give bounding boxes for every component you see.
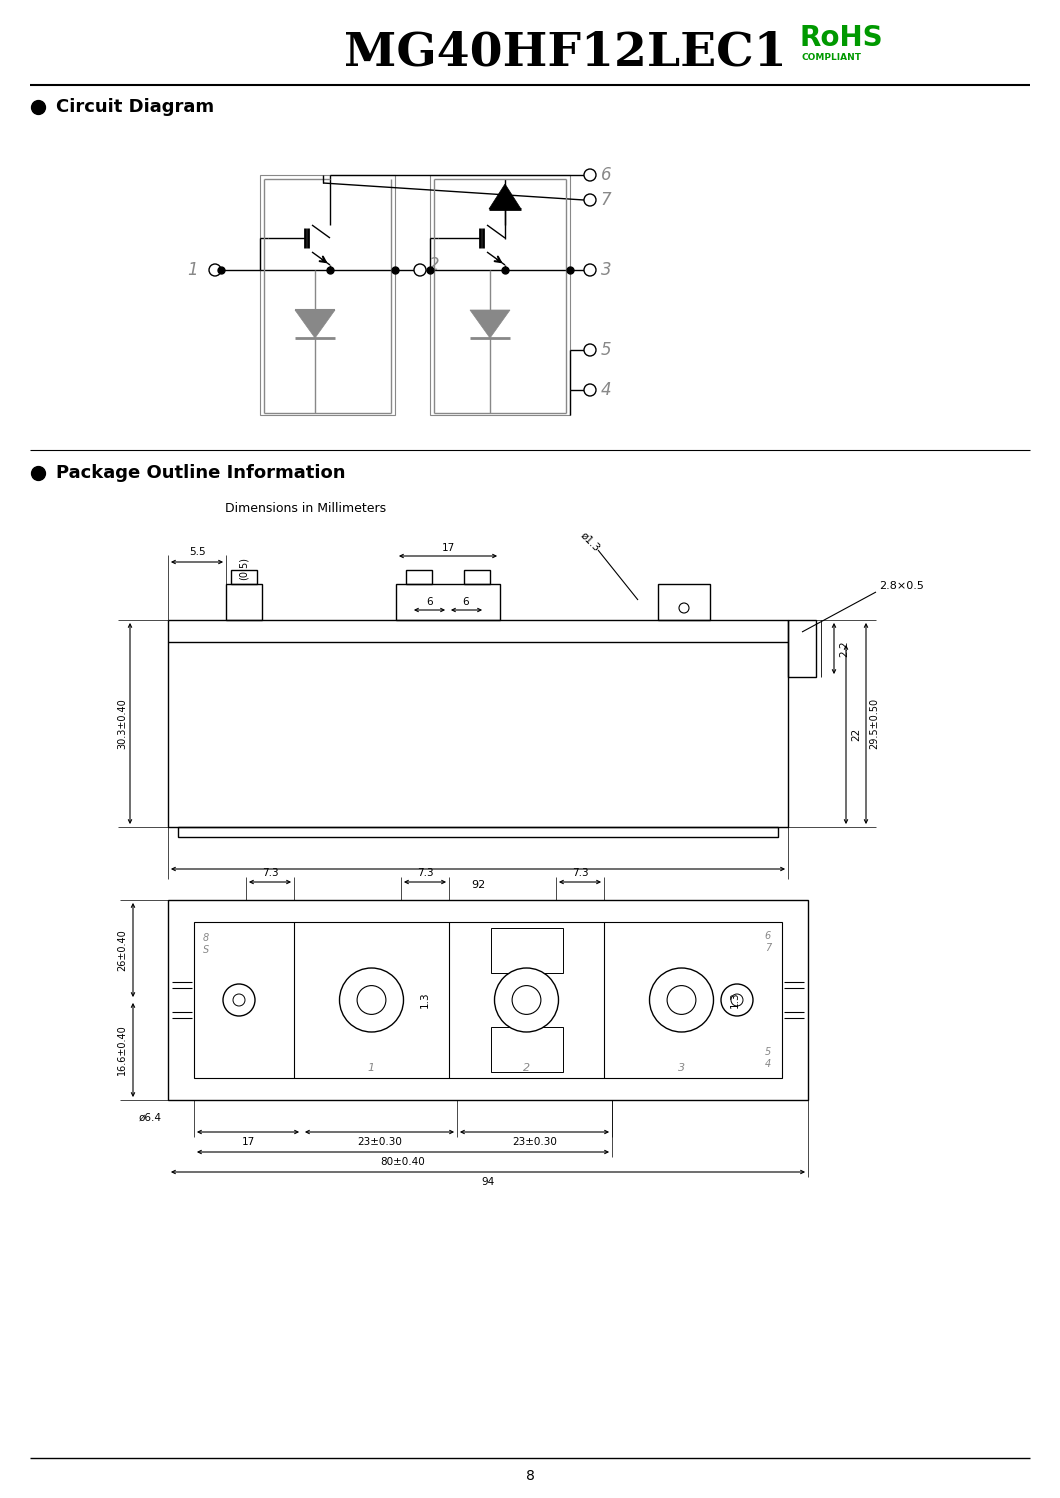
Text: 1: 1	[188, 261, 198, 279]
Circle shape	[584, 264, 596, 276]
Circle shape	[721, 984, 753, 1016]
Text: 1: 1	[368, 1064, 375, 1073]
Text: 2.2: 2.2	[840, 640, 849, 656]
Circle shape	[414, 264, 426, 276]
Text: 6: 6	[601, 166, 612, 184]
Text: COMPLIANT: COMPLIANT	[802, 54, 862, 63]
Bar	[464, 571, 490, 584]
Circle shape	[584, 169, 596, 181]
Text: (0.5): (0.5)	[238, 556, 249, 580]
Bar	[491, 1028, 563, 1073]
Bar	[167, 900, 808, 1100]
Bar	[260, 175, 395, 415]
Text: 4: 4	[765, 1059, 771, 1070]
Text: 23±0.30: 23±0.30	[357, 1137, 402, 1147]
Bar	[194, 921, 782, 1079]
Text: 94: 94	[481, 1177, 495, 1186]
Text: ø6.4: ø6.4	[139, 1113, 161, 1124]
Text: RoHS: RoHS	[800, 24, 884, 52]
Text: 92: 92	[471, 879, 485, 890]
Circle shape	[233, 995, 245, 1007]
Text: 6: 6	[765, 930, 771, 941]
Text: 29.5±0.50: 29.5±0.50	[869, 698, 879, 749]
Circle shape	[731, 995, 743, 1007]
Circle shape	[357, 986, 386, 1014]
Text: ø1.3: ø1.3	[579, 530, 602, 554]
Text: MG40HF12LEC1: MG40HF12LEC1	[343, 28, 787, 75]
Circle shape	[512, 986, 541, 1014]
Text: 5: 5	[765, 1047, 771, 1058]
Bar	[231, 571, 257, 584]
Text: 2.8×0.5: 2.8×0.5	[879, 581, 924, 592]
Text: 80±0.40: 80±0.40	[381, 1156, 425, 1167]
Text: 8: 8	[526, 1470, 534, 1483]
Text: 2: 2	[523, 1064, 530, 1073]
Circle shape	[679, 604, 689, 613]
Bar	[658, 584, 710, 620]
Circle shape	[339, 968, 404, 1032]
Text: 1.3: 1.3	[420, 992, 430, 1008]
Text: 4: 4	[601, 380, 612, 398]
Circle shape	[650, 968, 713, 1032]
Circle shape	[209, 264, 220, 276]
Polygon shape	[295, 310, 335, 339]
Bar	[430, 175, 570, 415]
Text: 22: 22	[851, 728, 861, 742]
Bar	[167, 643, 788, 827]
Text: 7: 7	[601, 192, 612, 210]
Text: 7.3: 7.3	[417, 867, 434, 878]
Text: Package Outline Information: Package Outline Information	[56, 464, 346, 482]
Circle shape	[223, 984, 255, 1016]
Text: 8: 8	[202, 933, 209, 944]
Bar	[491, 927, 563, 974]
Text: Dimensions in Millimeters: Dimensions in Millimeters	[225, 502, 386, 514]
Text: 3: 3	[601, 261, 612, 279]
Text: Circuit Diagram: Circuit Diagram	[56, 97, 214, 115]
Text: 7.3: 7.3	[571, 867, 588, 878]
Bar	[406, 571, 432, 584]
Circle shape	[584, 345, 596, 357]
Text: 6: 6	[462, 598, 470, 607]
Text: 5: 5	[601, 342, 612, 360]
Text: 17: 17	[441, 542, 455, 553]
Circle shape	[584, 195, 596, 207]
Text: 2: 2	[428, 256, 439, 274]
Circle shape	[584, 383, 596, 395]
Text: 5.5: 5.5	[189, 547, 206, 557]
Text: 26±0.40: 26±0.40	[117, 929, 127, 971]
Text: 16.6±0.40: 16.6±0.40	[117, 1025, 127, 1076]
Circle shape	[667, 986, 696, 1014]
Text: S: S	[202, 945, 209, 956]
Text: 30.3±0.40: 30.3±0.40	[117, 698, 127, 749]
Polygon shape	[489, 184, 522, 210]
Circle shape	[495, 968, 559, 1032]
Text: 23±0.30: 23±0.30	[512, 1137, 556, 1147]
Bar	[226, 584, 262, 620]
Bar	[396, 584, 500, 620]
Bar	[178, 827, 778, 837]
Bar	[788, 620, 816, 677]
Text: 7.3: 7.3	[262, 867, 279, 878]
Text: 17: 17	[242, 1137, 254, 1147]
Text: 6: 6	[427, 598, 434, 607]
Polygon shape	[470, 310, 510, 339]
Text: 3: 3	[678, 1064, 685, 1073]
Text: 1.3: 1.3	[730, 992, 740, 1008]
Text: 7: 7	[765, 944, 771, 953]
